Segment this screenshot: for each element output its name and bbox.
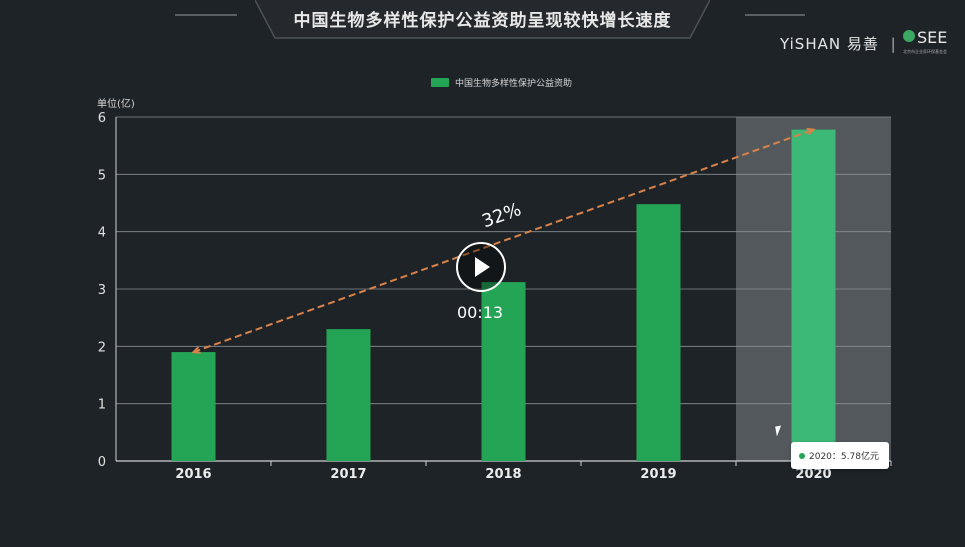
- bar-2017: [326, 329, 371, 461]
- title-deco-right: [745, 14, 805, 16]
- see-logo-text: SEE: [917, 28, 948, 47]
- yishan-logo-cn: 易善: [846, 35, 879, 53]
- y-tick-label: 5: [98, 168, 106, 183]
- y-tick-label: 4: [98, 226, 106, 241]
- y-tick-label: 6: [98, 111, 106, 126]
- trend-arrow-head-start: [191, 346, 201, 354]
- play-icon: [475, 257, 490, 277]
- see-leaf-icon: [903, 30, 915, 42]
- chart-title: 中国生物多样性保护公益资助呈现较快增长速度: [293, 11, 672, 31]
- legend-swatch: [431, 78, 449, 87]
- chart-legend[interactable]: 中国生物多样性保护公益资助: [431, 76, 572, 89]
- y-axis-unit-label: 单位(亿): [97, 99, 135, 110]
- logo-separator: |: [890, 35, 897, 53]
- bar-2019: [636, 204, 681, 461]
- y-tick-label: 2: [98, 340, 106, 355]
- bar-2018: [481, 282, 526, 461]
- legend-label: 中国生物多样性保护公益资助: [455, 79, 573, 89]
- tooltip-text: 2020：5.78亿元: [809, 452, 879, 462]
- x-tick-label: 2016: [175, 467, 211, 482]
- video-timestamp: 00:13: [456, 303, 504, 322]
- chart-tooltip: 2020：5.78亿元: [791, 442, 889, 469]
- x-tick-label: 2019: [640, 467, 676, 482]
- x-tick-label: 2017: [330, 467, 366, 482]
- y-tick-label: 0: [98, 455, 106, 470]
- tooltip-series-dot: [799, 452, 805, 459]
- title-deco-left: [175, 14, 237, 16]
- yishan-logo: YiSHAN 易善 |: [780, 33, 903, 54]
- trend-annotation-label: 32%: [479, 199, 524, 232]
- see-logo: SEE 北京市企业家环保基金会: [903, 28, 961, 56]
- y-tick-label: 1: [98, 398, 106, 413]
- see-logo-subtitle: 北京市企业家环保基金会: [903, 49, 947, 54]
- y-tick-label: 3: [98, 283, 106, 298]
- title-plate: [255, 0, 710, 39]
- bar-2020: [791, 129, 836, 461]
- play-button[interactable]: [456, 242, 506, 292]
- trend-arrow-head-end: [806, 127, 816, 136]
- yishan-logo-text: YiSHAN: [780, 35, 842, 53]
- x-tick-label: 2018: [485, 467, 521, 482]
- bar-2016: [171, 352, 216, 461]
- x-tick-label: 2020: [795, 467, 831, 482]
